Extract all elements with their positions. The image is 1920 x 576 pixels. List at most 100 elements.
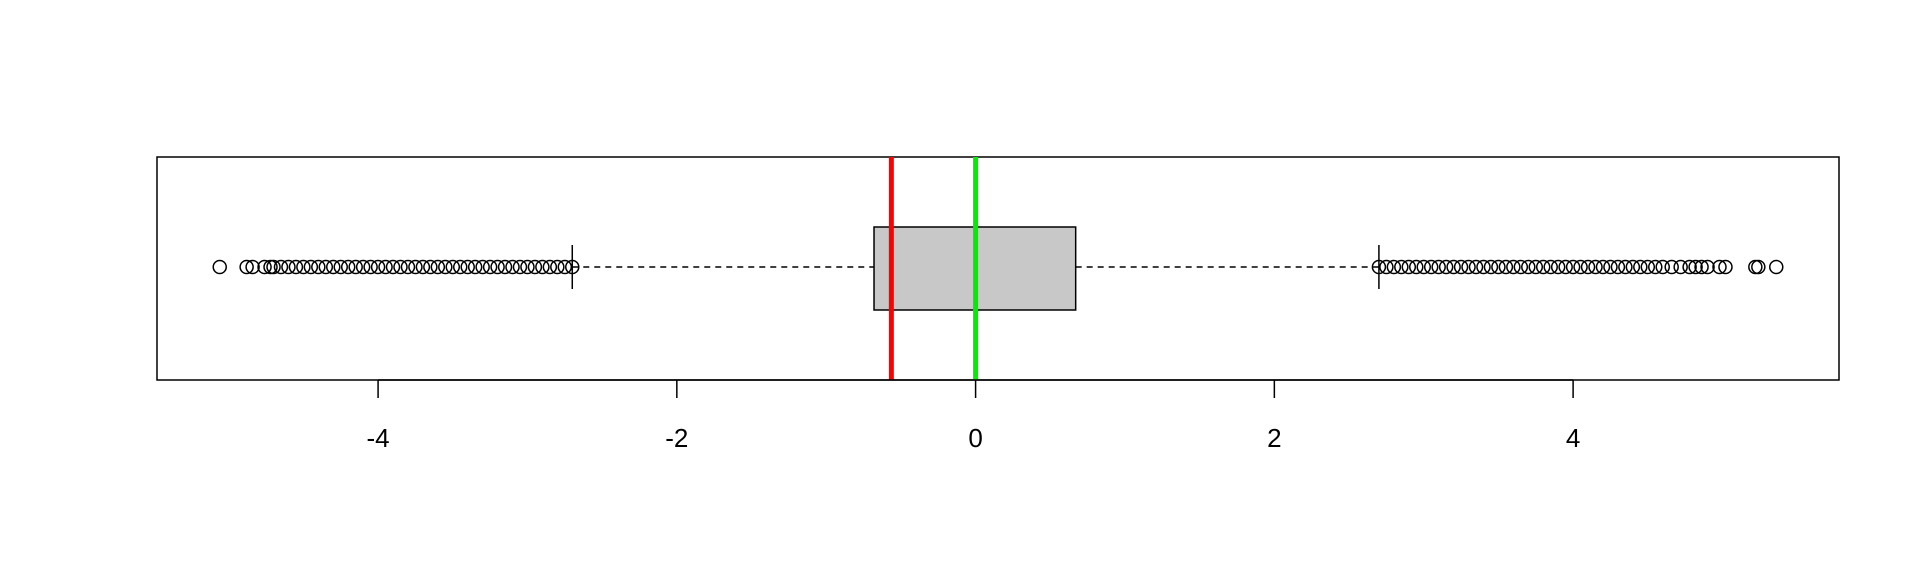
outlier: [1751, 259, 1766, 275]
outlier: [1558, 259, 1573, 275]
outlier: [408, 259, 423, 275]
outlier: [257, 259, 272, 275]
outlier: [363, 259, 378, 275]
outlier: [475, 259, 490, 275]
outlier: [482, 259, 498, 275]
outlier: [1550, 259, 1566, 275]
x-tick-label: 0: [968, 423, 982, 453]
x-tick-label: 2: [1267, 423, 1281, 453]
outlier: [1618, 259, 1633, 275]
outlier: [565, 259, 580, 275]
outlier: [1543, 259, 1558, 275]
outlier: [1718, 259, 1733, 275]
outlier: [333, 259, 348, 275]
outlier: [385, 259, 401, 275]
outlier: [1394, 259, 1409, 275]
outlier: [1580, 259, 1596, 275]
outlier: [1655, 259, 1670, 275]
outlier: [1694, 259, 1709, 275]
outlier: [1409, 259, 1424, 275]
outlier: [311, 259, 326, 275]
outlier: [423, 259, 438, 275]
outlier: [239, 259, 254, 275]
outlier: [1431, 259, 1446, 275]
outlier: [430, 259, 446, 275]
x-tick-label: 4: [1566, 423, 1580, 453]
outlier: [326, 259, 341, 275]
outlier: [1521, 259, 1536, 275]
outlier: [273, 259, 289, 275]
outlier: [1625, 259, 1641, 275]
outlier: [1416, 259, 1431, 275]
outlier: [445, 259, 461, 275]
outlier: [281, 259, 296, 275]
outlier: [535, 259, 550, 275]
outlier: [370, 259, 386, 275]
outlier: [452, 259, 468, 275]
outlier: [1682, 259, 1697, 275]
outlier: [1633, 259, 1648, 275]
outlier: [1401, 259, 1417, 275]
outlier: [520, 259, 535, 275]
outlier: [1535, 259, 1551, 275]
outlier: [1446, 259, 1461, 275]
outlier: [1476, 259, 1491, 275]
outlier: [415, 259, 431, 275]
outlier: [1461, 259, 1476, 275]
outlier: [438, 259, 453, 275]
outlier: [1513, 259, 1529, 275]
outlier: [1379, 259, 1394, 275]
outlier: [296, 259, 311, 275]
x-tick-label: -4: [367, 423, 390, 453]
outlier: [1700, 259, 1715, 275]
outlier: [1506, 259, 1521, 275]
outlier: [1688, 259, 1703, 275]
outlier: [348, 259, 363, 275]
outlier: [557, 259, 573, 275]
outlier: [1648, 259, 1663, 275]
outlier: [340, 259, 356, 275]
outlier: [467, 259, 483, 275]
outlier: [212, 259, 227, 275]
outlier: [1748, 259, 1763, 275]
outlier: [400, 259, 416, 275]
outlier: [542, 259, 558, 275]
outlier: [1595, 259, 1611, 275]
outlier: [1498, 259, 1514, 275]
outlier: [1769, 259, 1784, 275]
outlier: [1423, 259, 1439, 275]
outlier: [1491, 259, 1506, 275]
outlier: [550, 259, 565, 275]
outlier: [1371, 259, 1387, 275]
outlier: [527, 259, 543, 275]
outlier: [355, 259, 371, 275]
outlier: [1565, 259, 1581, 275]
outlier: [1603, 259, 1618, 275]
outlier: [1712, 259, 1727, 275]
outlier: [1673, 259, 1688, 275]
outlier: [1468, 259, 1484, 275]
outlier: [318, 259, 334, 275]
outlier: [1438, 259, 1454, 275]
outlier: [393, 259, 408, 275]
outlier: [1573, 259, 1588, 275]
outlier: [378, 259, 393, 275]
outlier: [266, 259, 281, 275]
outlier: [460, 259, 475, 275]
outlier: [512, 259, 528, 275]
outlier: [1453, 259, 1469, 275]
outlier: [490, 259, 505, 275]
outlier: [497, 259, 513, 275]
outlier: [1528, 259, 1544, 275]
outlier: [1610, 259, 1626, 275]
outlier: [288, 259, 304, 275]
outlier: [1386, 259, 1402, 275]
x-tick-label: -2: [665, 423, 688, 453]
outlier: [303, 259, 319, 275]
outlier: [1640, 259, 1656, 275]
outlier: [1664, 259, 1679, 275]
outlier: [245, 259, 260, 275]
outlier: [505, 259, 520, 275]
outlier: [1483, 259, 1499, 275]
